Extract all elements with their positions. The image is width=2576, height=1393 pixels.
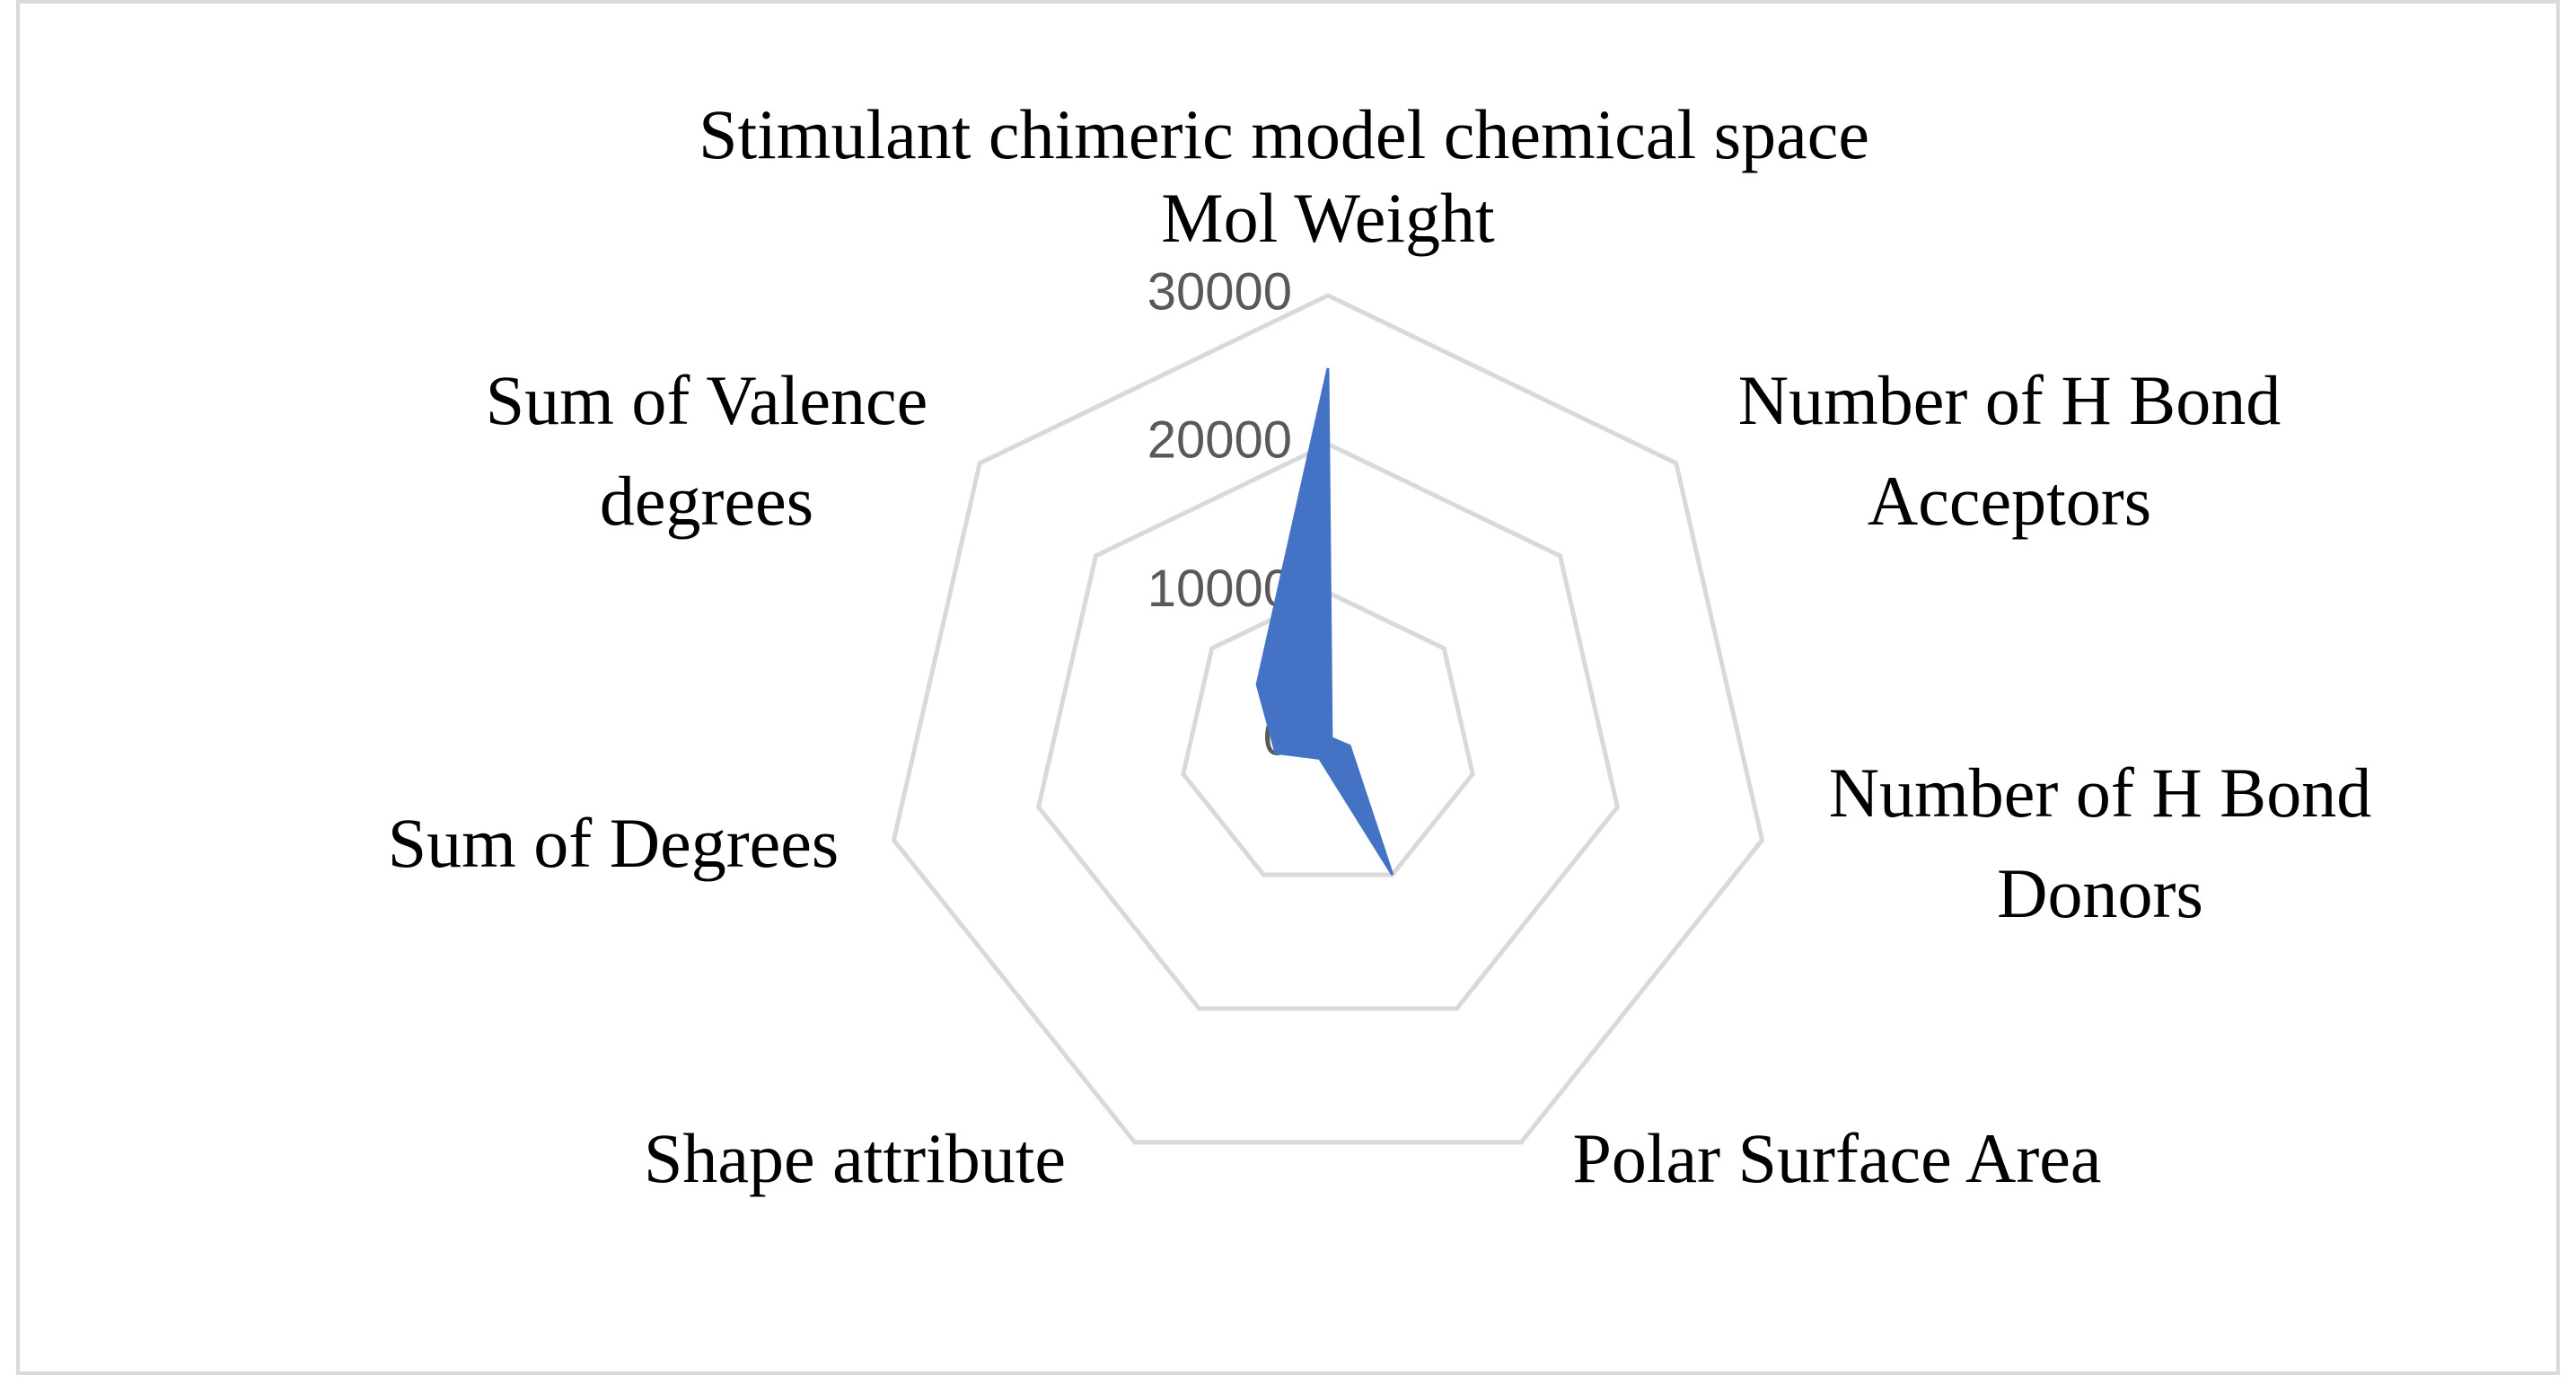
grid-ring: [1035, 441, 1621, 1011]
grid-ring: [891, 293, 1765, 1145]
chart-border: [16, 0, 2560, 1375]
r-tick-label: 10000: [1147, 560, 1292, 618]
radar-area: [1255, 367, 1394, 876]
chart-title: Stimulant chimeric model chemical space: [699, 95, 1869, 173]
r-tick-label: 20000: [1147, 411, 1292, 470]
category-label: Shape attribute: [643, 1119, 1067, 1197]
category-label: Mol Weight: [1161, 179, 1495, 257]
category-label: Polar Surface Area: [1572, 1119, 2102, 1197]
grid-ring: [1181, 589, 1475, 877]
category-label: Sum of Degrees: [387, 804, 840, 882]
r-tick-label: 30000: [1147, 262, 1292, 321]
category-label: Number of H Bond Acceptors: [1737, 361, 2281, 540]
category-label: Number of H Bond Donors: [1828, 754, 2372, 932]
category-label: Sum of Valence degrees: [485, 361, 928, 540]
